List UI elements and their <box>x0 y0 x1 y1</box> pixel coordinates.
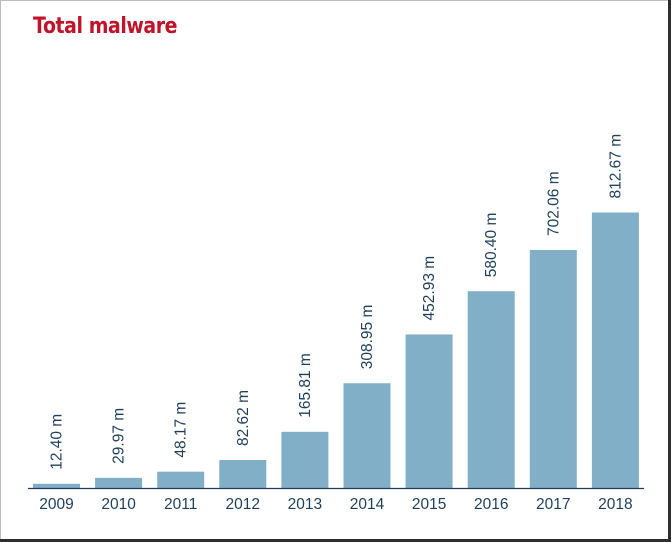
bar-2013 <box>281 431 329 488</box>
bar-2009 <box>33 483 80 488</box>
bar-2012 <box>219 459 267 488</box>
bar-2017 <box>529 249 577 488</box>
data-label-2013: 165.81 m <box>297 353 314 418</box>
chart-title: Total malware <box>33 14 178 39</box>
x-tick-label-2010: 2010 <box>101 496 136 513</box>
data-label-2018: 812.67 m <box>607 134 624 199</box>
bar-2016 <box>467 291 515 488</box>
x-tick-label-2014: 2014 <box>350 496 385 513</box>
x-tick-label-2009: 2009 <box>39 496 73 513</box>
x-tick-label-2011: 2011 <box>164 496 197 513</box>
data-label-2017: 702.06 m <box>545 171 562 236</box>
x-tick-label-2018: 2018 <box>598 496 632 513</box>
bar-2015 <box>405 334 453 488</box>
data-label-2011: 48.17 m <box>173 402 190 458</box>
x-tick-label-2016: 2016 <box>474 496 508 513</box>
data-label-2015: 452.93 m <box>421 256 438 321</box>
bar-2018 <box>591 212 639 488</box>
data-label-2010: 29.97 m <box>111 408 128 464</box>
data-label-2012: 82.62 m <box>235 390 252 446</box>
bar-2011 <box>157 471 205 488</box>
bar-2014 <box>343 383 391 488</box>
x-tick-label-2012: 2012 <box>226 496 260 513</box>
x-tick-label-2017: 2017 <box>536 496 570 513</box>
bar-2010 <box>95 477 143 488</box>
data-label-2016: 580.40 m <box>483 213 500 278</box>
x-tick-label-2013: 2013 <box>288 496 322 513</box>
x-tick-label-2015: 2015 <box>412 496 446 513</box>
data-label-2009: 12.40 m <box>49 414 66 470</box>
data-label-2014: 308.95 m <box>359 305 376 370</box>
